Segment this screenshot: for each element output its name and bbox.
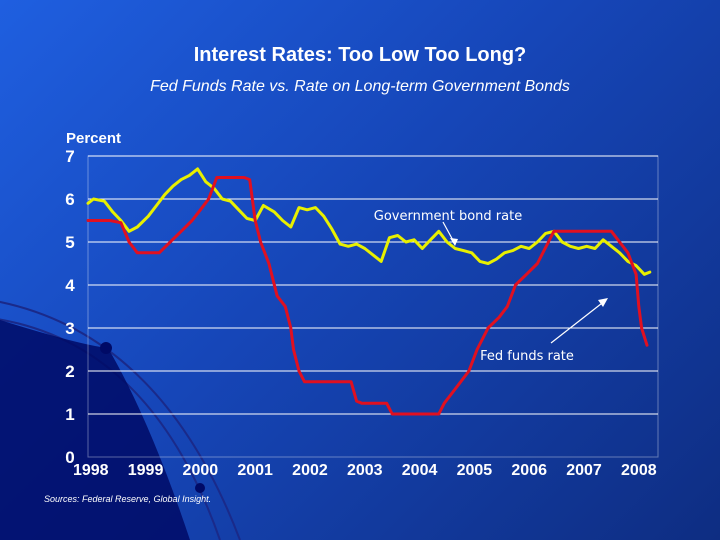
- y-tick-label: 0: [65, 448, 74, 467]
- chart-subtitle: Fed Funds Rate vs. Rate on Long-term Gov…: [150, 78, 570, 95]
- bond-rate-line: [86, 167, 652, 276]
- x-tick-label: 2004: [402, 462, 438, 479]
- y-tick-label: 4: [65, 276, 75, 295]
- y-tick-label: 6: [65, 190, 74, 209]
- x-tick-label: 2008: [621, 462, 657, 479]
- y-axis-title: Percent: [66, 130, 121, 147]
- x-tick-label: 1999: [128, 462, 164, 479]
- x-tick-label: 2000: [183, 462, 219, 479]
- fed-funds-line: [86, 176, 649, 416]
- annotation-fed-arrow: [550, 299, 607, 344]
- annotation-fed-label: Fed funds rate: [480, 349, 574, 364]
- y-tick-label: 2: [65, 362, 74, 381]
- x-tick-label: 2003: [347, 462, 383, 479]
- chart-title: Interest Rates: Too Low Too Long?: [193, 44, 527, 66]
- plot-frame: [87, 155, 659, 458]
- y-tick-label: 3: [65, 319, 74, 338]
- x-tick-label: 1998: [73, 462, 109, 479]
- annotation-bond-label: Government bond rate: [374, 209, 522, 224]
- annotation-bond-arrowhead: [450, 238, 458, 246]
- y-tick-label: 1: [65, 405, 74, 424]
- x-tick-label: 2006: [511, 462, 547, 479]
- decor-arc-1: [0, 301, 241, 540]
- decor-dot-1: [100, 342, 112, 354]
- source-note: Sources: Federal Reserve, Global Insight…: [44, 494, 212, 504]
- decor-corner: [0, 320, 190, 540]
- x-tick-label: 2005: [457, 462, 493, 479]
- x-tick-label: 2002: [292, 462, 328, 479]
- x-tick-label: 2001: [237, 462, 273, 479]
- x-tick-label: 2007: [566, 462, 602, 479]
- y-tick-label: 5: [65, 233, 74, 252]
- annotation-fed-arrowhead: [598, 298, 608, 307]
- decor-dot-2: [195, 483, 205, 493]
- y-tick-label: 7: [65, 147, 74, 166]
